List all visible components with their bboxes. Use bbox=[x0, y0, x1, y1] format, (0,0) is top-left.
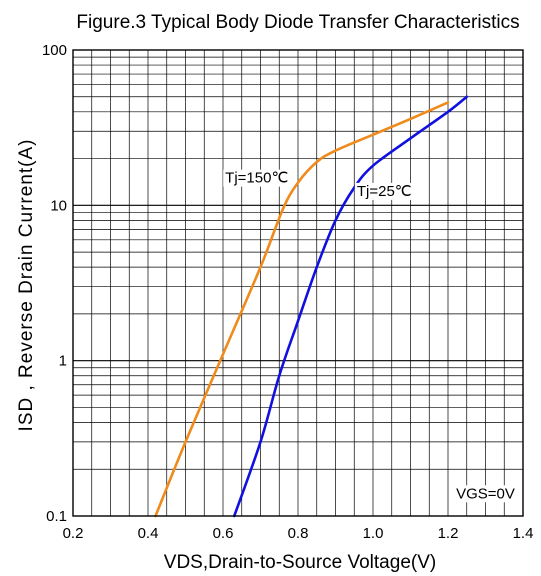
plot-frame bbox=[72, 49, 524, 517]
x-tick-label: 1.4 bbox=[513, 525, 534, 542]
annotation-background bbox=[454, 485, 517, 503]
series-line-tj-150c bbox=[154, 101, 450, 518]
x-tick-label: 1.0 bbox=[363, 525, 384, 542]
chart-title: Figure.3 Typical Body Diode Transfer Cha… bbox=[76, 12, 519, 33]
x-tick-labels: 0.2 0.4 0.6 0.8 1.0 1.2 1.4 bbox=[63, 525, 534, 542]
annotation-tj-150c: Tj=150℃ bbox=[225, 170, 288, 187]
x-tick-label: 0.4 bbox=[138, 525, 159, 542]
x-tick-label: 0.2 bbox=[63, 525, 84, 542]
grid bbox=[73, 50, 523, 516]
y-tick-label: 1 bbox=[59, 353, 67, 370]
y-tick-label: 0.1 bbox=[46, 508, 67, 525]
x-tick-label: 1.2 bbox=[438, 525, 459, 542]
annotation-tj-25c: Tj=25℃ bbox=[357, 183, 412, 200]
series-line-tj-25c bbox=[232, 95, 469, 518]
series-layer bbox=[154, 95, 469, 518]
y-tick-label: 100 bbox=[42, 42, 67, 59]
y-tick-label: 10 bbox=[50, 197, 67, 214]
y-axis-label: ISD , Reverse Drain Current(A) bbox=[16, 139, 37, 432]
annotation-background bbox=[354, 182, 414, 200]
x-axis-label: VDS,Drain-to-Source Voltage(V) bbox=[164, 552, 436, 573]
annotation-vgs: VGS=0V bbox=[456, 485, 515, 502]
x-tick-label: 0.6 bbox=[213, 525, 234, 542]
y-tick-labels: 0.1 1 10 100 bbox=[42, 42, 67, 525]
annotations: Tj=150℃ Tj=25℃ VGS=0V bbox=[223, 169, 517, 503]
annotation-background bbox=[223, 169, 291, 187]
x-tick-label: 0.8 bbox=[288, 525, 309, 542]
